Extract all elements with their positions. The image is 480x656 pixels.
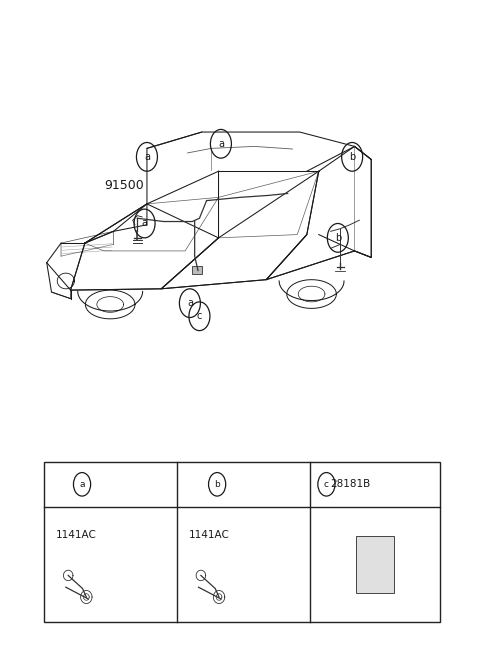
Text: a: a [187,298,193,308]
Text: b: b [214,480,220,489]
Text: a: a [218,139,224,149]
Text: 28181B: 28181B [330,480,371,489]
Text: c: c [197,311,202,321]
Text: b: b [349,152,355,162]
Text: a: a [79,480,85,489]
Text: b: b [335,233,341,243]
Text: a: a [144,152,150,162]
Text: 1141AC: 1141AC [56,530,97,540]
Text: a: a [142,218,147,228]
FancyBboxPatch shape [192,266,202,274]
Text: 91500: 91500 [105,179,144,192]
Text: c: c [324,480,329,489]
FancyBboxPatch shape [356,535,394,593]
Text: 1141AC: 1141AC [189,530,230,540]
